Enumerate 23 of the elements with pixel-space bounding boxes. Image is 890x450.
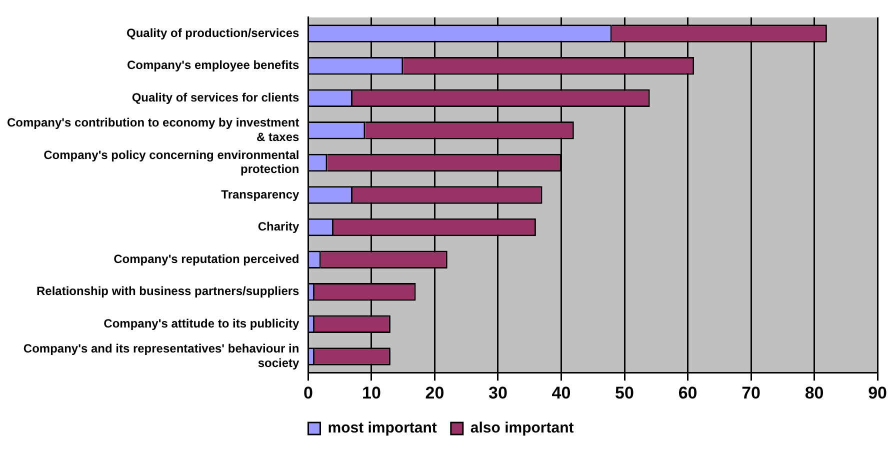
x-tick-label: 70: [742, 383, 760, 402]
y-tick-label: Quality of production/services: [126, 26, 300, 40]
y-tick-label: Transparency: [221, 187, 300, 202]
x-tick-label: 90: [868, 383, 888, 402]
y-tick-label: Company's policy concerning environmental protection: [44, 148, 300, 176]
legend-label: also important: [470, 420, 574, 437]
x-tick-label: 20: [425, 383, 444, 402]
y-tick-label: Company's employee benefits: [126, 58, 300, 72]
x-tick-label: 60: [678, 383, 698, 402]
x-tick-label: 40: [552, 383, 571, 402]
x-tick-label: 0: [303, 383, 313, 402]
y-tick-label: Charity: [258, 220, 300, 234]
legend-label: most important: [328, 420, 437, 437]
y-tick-label: Company's attitude to its publicity: [104, 316, 300, 330]
y-tick-label: Company's contribution to economy by investment & taxes: [7, 116, 300, 144]
x-tick-label: 80: [804, 383, 824, 402]
x-tick-label: 50: [615, 383, 634, 402]
y-tick-label: Company's reputation perceived: [114, 252, 300, 266]
y-tick-label: Company's and its representatives' behaviour in society: [23, 342, 300, 370]
y-tick-label: Relationship with business partners/suppliers: [36, 284, 300, 298]
x-tick-label: 30: [488, 383, 508, 402]
x-tick-label: 10: [362, 383, 381, 402]
y-tick-label: Quality of services for clients: [132, 90, 300, 104]
